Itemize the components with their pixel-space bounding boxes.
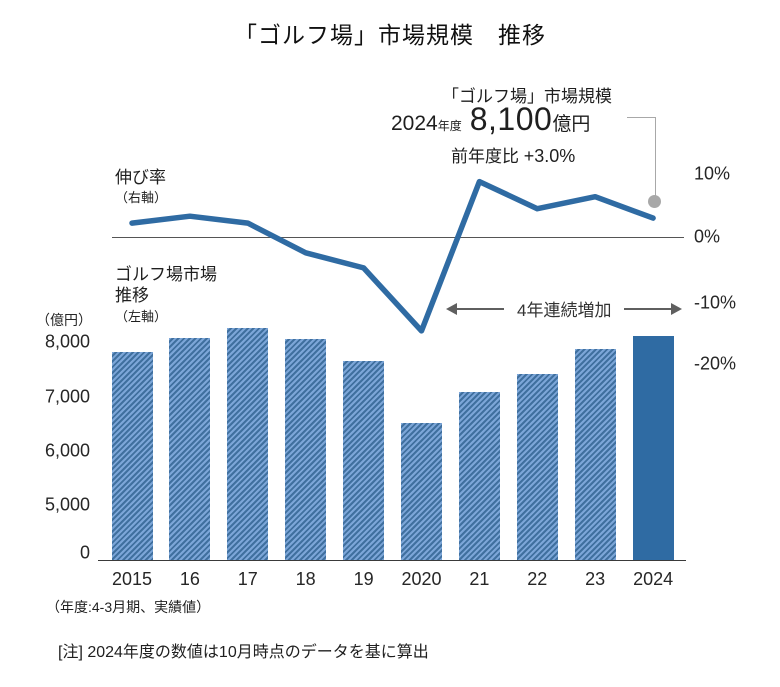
streak-annotation: 4年連続増加 bbox=[446, 296, 683, 321]
bar-16 bbox=[169, 337, 211, 560]
x-axis-note: （年度:4-3月期、実績値） bbox=[46, 599, 211, 615]
callout-year: 2024 bbox=[391, 112, 438, 135]
line-series-legend: 伸び率 （右軸） bbox=[115, 168, 167, 208]
right-axis-tick: -20% bbox=[694, 353, 737, 374]
x-axis-label-2015: 2015 bbox=[111, 569, 153, 589]
streak-annotation-label: 4年連続増加 bbox=[517, 301, 612, 320]
x-axis-label-21: 21 bbox=[469, 569, 490, 589]
bar-19 bbox=[343, 360, 385, 560]
callout-year-suffix: 年度 bbox=[437, 119, 462, 133]
bar-2020 bbox=[401, 422, 442, 560]
x-axis-label-23: 23 bbox=[585, 569, 606, 589]
right-axis-tick: -10% bbox=[694, 292, 737, 313]
x-axis-label-2020: 2020 bbox=[401, 569, 442, 589]
left-axis-tick: 8,000 bbox=[44, 331, 90, 352]
bar-23 bbox=[574, 349, 616, 560]
callout-yoy-label: 前年度比 bbox=[451, 147, 519, 166]
x-axis-label-18: 18 bbox=[295, 569, 316, 589]
callout-yoy-value: +3.0% bbox=[523, 146, 576, 166]
callout-connector-horizontal bbox=[627, 117, 656, 118]
callout-heading: 「ゴルフ場」市場規模 bbox=[442, 87, 612, 106]
right-axis-tick: 10% bbox=[694, 163, 731, 184]
footnote: [注] 2024年度の数値は10月時点のデータを基に算出 bbox=[58, 644, 429, 661]
bar-17 bbox=[227, 327, 269, 560]
chart-title: 「ゴルフ場」市場規模 推移 bbox=[234, 22, 546, 48]
x-axis-label-2024: 2024 bbox=[633, 569, 674, 589]
left-axis-tick: 5,000 bbox=[44, 494, 90, 515]
arrow-right-icon bbox=[624, 302, 683, 315]
bar-21 bbox=[458, 391, 500, 560]
bar-series-label-2: 推移 bbox=[115, 286, 149, 305]
callout-value-unit: 億円 bbox=[552, 114, 591, 135]
bar-2024 bbox=[632, 336, 674, 560]
bar-18 bbox=[285, 339, 327, 560]
left-axis-tick: 0 bbox=[79, 542, 90, 563]
bar-22 bbox=[516, 374, 558, 560]
line-series-axis-note: （右軸） bbox=[115, 190, 168, 205]
callout-endpoint-dot-icon bbox=[648, 195, 661, 208]
left-axis-tick: 7,000 bbox=[44, 386, 90, 407]
bar-series-legend: ゴルフ場市場 推移 （左軸） bbox=[115, 264, 217, 327]
x-axis-label-19: 19 bbox=[353, 569, 374, 589]
zero-percent-line bbox=[112, 237, 684, 238]
left-axis-unit: （億円） bbox=[36, 312, 92, 328]
callout-value-row: 2024 年度 8,100 億円 bbox=[391, 101, 590, 138]
left-axis-tick: 6,000 bbox=[44, 440, 90, 461]
arrow-left-icon bbox=[446, 302, 504, 315]
line-series-label: 伸び率 bbox=[115, 168, 166, 187]
x-axis-line bbox=[98, 560, 686, 561]
bar-series-axis-note: （左軸） bbox=[115, 309, 168, 324]
x-axis-label-16: 16 bbox=[179, 569, 200, 589]
callout-yoy-row: 前年度比 +3.0% bbox=[451, 142, 575, 167]
bar-2015 bbox=[111, 351, 153, 560]
callout-market-value: 8,100 bbox=[469, 101, 553, 137]
right-axis-tick: 0% bbox=[694, 226, 721, 247]
x-axis-label-22: 22 bbox=[527, 569, 548, 589]
bar-series-label-1: ゴルフ場市場 bbox=[115, 265, 217, 284]
x-axis-label-17: 17 bbox=[237, 569, 258, 589]
callout-connector-vertical bbox=[655, 117, 656, 197]
